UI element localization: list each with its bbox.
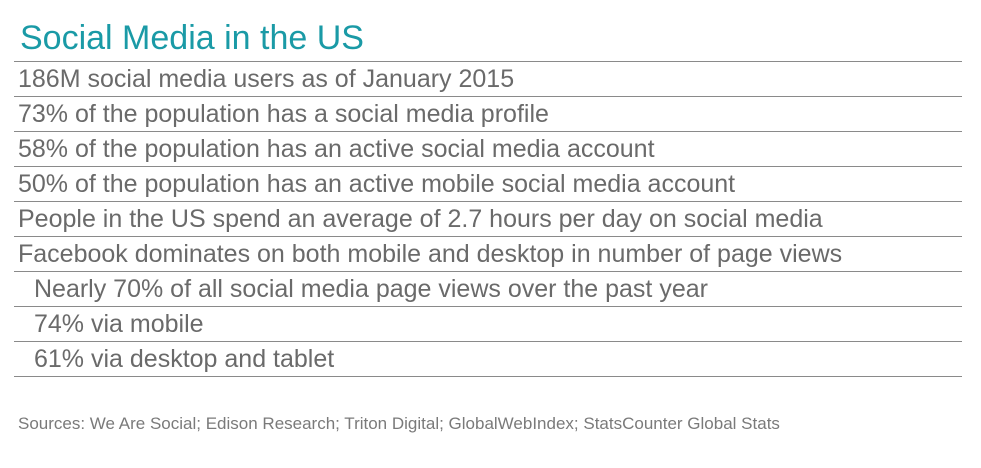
facts-list: 186M social media users as of January 20… xyxy=(14,61,962,377)
sources-note: Sources: We Are Social; Edison Research;… xyxy=(18,414,780,433)
list-subitem: 74% via mobile xyxy=(14,307,962,342)
list-item: Facebook dominates on both mobile and de… xyxy=(14,237,962,272)
list-item: People in the US spend an average of 2.7… xyxy=(14,202,962,237)
page-title: Social Media in the US xyxy=(20,19,364,57)
list-item: 50% of the population has an active mobi… xyxy=(14,167,962,202)
list-subitem: 61% via desktop and tablet xyxy=(14,342,962,377)
list-item: 73% of the population has a social media… xyxy=(14,97,962,132)
list-item: 58% of the population has an active soci… xyxy=(14,132,962,167)
list-item: 186M social media users as of January 20… xyxy=(14,62,962,97)
list-subitem: Nearly 70% of all social media page view… xyxy=(14,272,962,307)
